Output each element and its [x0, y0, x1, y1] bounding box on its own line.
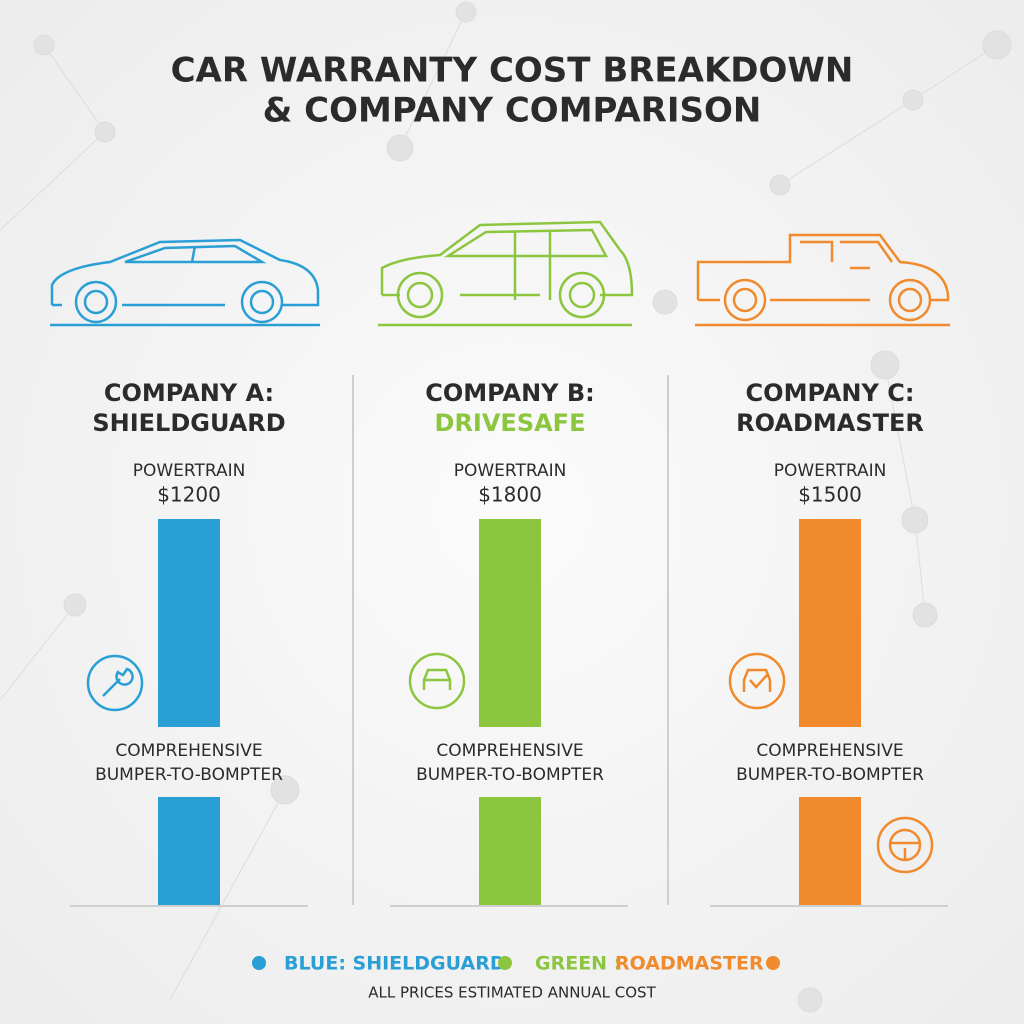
coverage-label: POWERTRAIN: [774, 461, 887, 481]
bar: [158, 797, 220, 905]
car-icon: [408, 652, 466, 710]
network-decoration: [0, 1, 1012, 1013]
coverage-label: COMPREHENSIVE: [115, 741, 262, 761]
title-line: CAR WARRANTY COST BREAKDOWN: [171, 51, 854, 91]
coverage-label: POWERTRAIN: [454, 461, 567, 481]
sedan-icon: [50, 238, 320, 327]
bar: [158, 519, 220, 727]
price: $1200: [157, 483, 221, 507]
footnote: ALL PRICES ESTIMATED ANNUAL COST: [368, 984, 656, 1002]
legend-dot: [498, 956, 512, 970]
company-name: SHIELDGUARD: [92, 409, 285, 437]
coverage-label: BUMPER-TO-BOMPTER: [95, 765, 283, 785]
company-label: COMPANY A:: [104, 379, 274, 407]
company-name: ROADMASTER: [736, 409, 924, 437]
wrench-icon: [86, 654, 144, 712]
bar: [799, 797, 861, 905]
steering-icon: [876, 816, 934, 874]
bar: [479, 797, 541, 905]
legend-dot: [766, 956, 780, 970]
legend-label: GREEN :: [535, 953, 621, 975]
coverage-label: BUMPER-TO-BOMPTER: [736, 765, 924, 785]
company-name: DRIVESAFE: [435, 409, 586, 437]
company-label: COMPANY C:: [746, 379, 915, 407]
dividers: [70, 375, 948, 907]
legend-label: BLUE: SHIELDGUARD: [284, 953, 506, 975]
coverage-label: COMPREHENSIVE: [436, 741, 583, 761]
coverage-label: COMPREHENSIVE: [756, 741, 903, 761]
price: $1500: [798, 483, 862, 507]
coverage-label: BUMPER-TO-BOMPTER: [416, 765, 604, 785]
legend-label: ROADMASTER: [615, 953, 764, 975]
suv-icon: [378, 220, 634, 327]
car-check-icon: [728, 652, 786, 710]
bar: [479, 519, 541, 727]
bar: [799, 519, 861, 727]
company-label: COMPANY B:: [425, 379, 595, 407]
coverage-label: POWERTRAIN: [133, 461, 246, 481]
price: $1800: [478, 483, 542, 507]
title-line: & COMPANY COMPARISON: [263, 91, 762, 131]
columns: COMPANY A:SHIELDGUARDPOWERTRAIN$1200COMP…: [92, 379, 924, 905]
truck-icon: [695, 233, 950, 327]
legend-dot: [252, 956, 266, 970]
